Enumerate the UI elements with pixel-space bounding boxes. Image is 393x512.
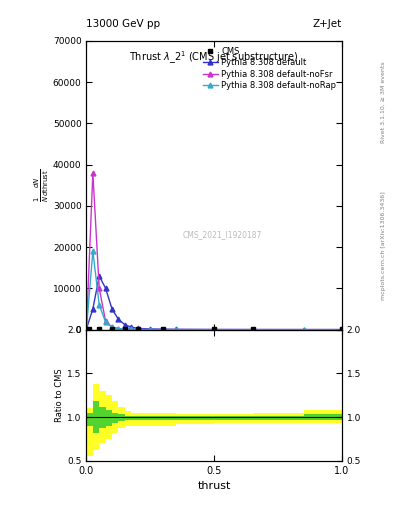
Pythia 8.308 default-noRap bbox=[174, 327, 178, 333]
CMS bbox=[110, 326, 114, 332]
Text: 13000 GeV pp: 13000 GeV pp bbox=[86, 19, 161, 29]
Text: Thrust $\lambda$_2$^1$ (CMS jet substructure): Thrust $\lambda$_2$^1$ (CMS jet substruc… bbox=[129, 50, 299, 66]
Pythia 8.308 default-noRap bbox=[84, 326, 89, 332]
Pythia 8.308 default bbox=[212, 327, 217, 333]
CMS bbox=[97, 326, 101, 332]
CMS bbox=[340, 326, 344, 332]
Line: Pythia 8.308 default-noRap: Pythia 8.308 default-noRap bbox=[84, 249, 344, 332]
Legend: CMS, Pythia 8.308 default, Pythia 8.308 default-noFsr, Pythia 8.308 default-noRa: CMS, Pythia 8.308 default, Pythia 8.308 … bbox=[201, 45, 338, 92]
CMS bbox=[84, 326, 89, 332]
Text: Z+Jet: Z+Jet bbox=[313, 19, 342, 29]
Pythia 8.308 default-noFsr bbox=[301, 327, 306, 333]
Pythia 8.308 default-noRap bbox=[250, 327, 255, 333]
CMS bbox=[212, 326, 217, 332]
CMS bbox=[161, 326, 165, 332]
Pythia 8.308 default-noFsr bbox=[116, 326, 121, 332]
Pythia 8.308 default bbox=[103, 285, 108, 291]
Pythia 8.308 default-noFsr bbox=[129, 326, 134, 332]
Pythia 8.308 default bbox=[97, 273, 101, 279]
CMS bbox=[86, 326, 91, 332]
Line: CMS: CMS bbox=[84, 326, 344, 331]
Pythia 8.308 default bbox=[250, 327, 255, 333]
Pythia 8.308 default bbox=[84, 326, 89, 332]
Pythia 8.308 default-noFsr bbox=[135, 327, 140, 333]
CMS bbox=[123, 326, 127, 332]
Pythia 8.308 default-noRap bbox=[135, 327, 140, 333]
Pythia 8.308 default-noRap bbox=[116, 326, 121, 332]
Y-axis label: Ratio to CMS: Ratio to CMS bbox=[55, 369, 64, 422]
Pythia 8.308 default-noFsr bbox=[84, 326, 89, 332]
Pythia 8.308 default-noFsr bbox=[340, 327, 344, 333]
Pythia 8.308 default-noRap bbox=[129, 326, 134, 332]
Pythia 8.308 default-noRap bbox=[301, 327, 306, 333]
Line: Pythia 8.308 default-noFsr: Pythia 8.308 default-noFsr bbox=[84, 170, 344, 332]
Pythia 8.308 default-noFsr bbox=[103, 318, 108, 325]
Pythia 8.308 default bbox=[148, 326, 152, 332]
Pythia 8.308 default bbox=[340, 327, 344, 333]
Text: CMS_2021_I1920187: CMS_2021_I1920187 bbox=[182, 230, 261, 239]
Pythia 8.308 default-noFsr bbox=[97, 285, 101, 291]
Pythia 8.308 default-noRap bbox=[90, 248, 95, 254]
CMS bbox=[135, 326, 140, 332]
Pythia 8.308 default-noFsr bbox=[250, 327, 255, 333]
Pythia 8.308 default bbox=[301, 327, 306, 333]
Pythia 8.308 default-noFsr bbox=[212, 327, 217, 333]
Pythia 8.308 default-noFsr bbox=[148, 327, 152, 333]
Pythia 8.308 default-noRap bbox=[340, 327, 344, 333]
Pythia 8.308 default bbox=[110, 306, 114, 312]
Pythia 8.308 default-noRap bbox=[212, 327, 217, 333]
Pythia 8.308 default-noRap bbox=[97, 302, 101, 308]
Pythia 8.308 default-noFsr bbox=[110, 324, 114, 330]
Pythia 8.308 default bbox=[123, 322, 127, 328]
Pythia 8.308 default-noRap bbox=[123, 326, 127, 332]
Pythia 8.308 default bbox=[129, 324, 134, 330]
CMS bbox=[250, 326, 255, 332]
Pythia 8.308 default bbox=[116, 316, 121, 323]
Pythia 8.308 default-noRap bbox=[110, 324, 114, 330]
Pythia 8.308 default-noFsr bbox=[90, 170, 95, 176]
X-axis label: thrust: thrust bbox=[198, 481, 231, 491]
Text: Rivet 3.1.10, ≥ 3M events: Rivet 3.1.10, ≥ 3M events bbox=[381, 61, 386, 143]
Y-axis label: $\frac{1}{N}\frac{dN}{d\mathrm{thrust}}$: $\frac{1}{N}\frac{dN}{d\mathrm{thrust}}$ bbox=[33, 169, 51, 202]
Pythia 8.308 default-noRap bbox=[148, 327, 152, 333]
Pythia 8.308 default-noRap bbox=[103, 319, 108, 325]
Pythia 8.308 default-noFsr bbox=[174, 327, 178, 333]
Pythia 8.308 default bbox=[174, 326, 178, 332]
Pythia 8.308 default-noFsr bbox=[123, 326, 127, 332]
Line: Pythia 8.308 default: Pythia 8.308 default bbox=[84, 273, 344, 332]
Pythia 8.308 default bbox=[90, 306, 95, 312]
Text: mcplots.cern.ch [arXiv:1306.3436]: mcplots.cern.ch [arXiv:1306.3436] bbox=[381, 191, 386, 300]
Pythia 8.308 default bbox=[135, 325, 140, 331]
